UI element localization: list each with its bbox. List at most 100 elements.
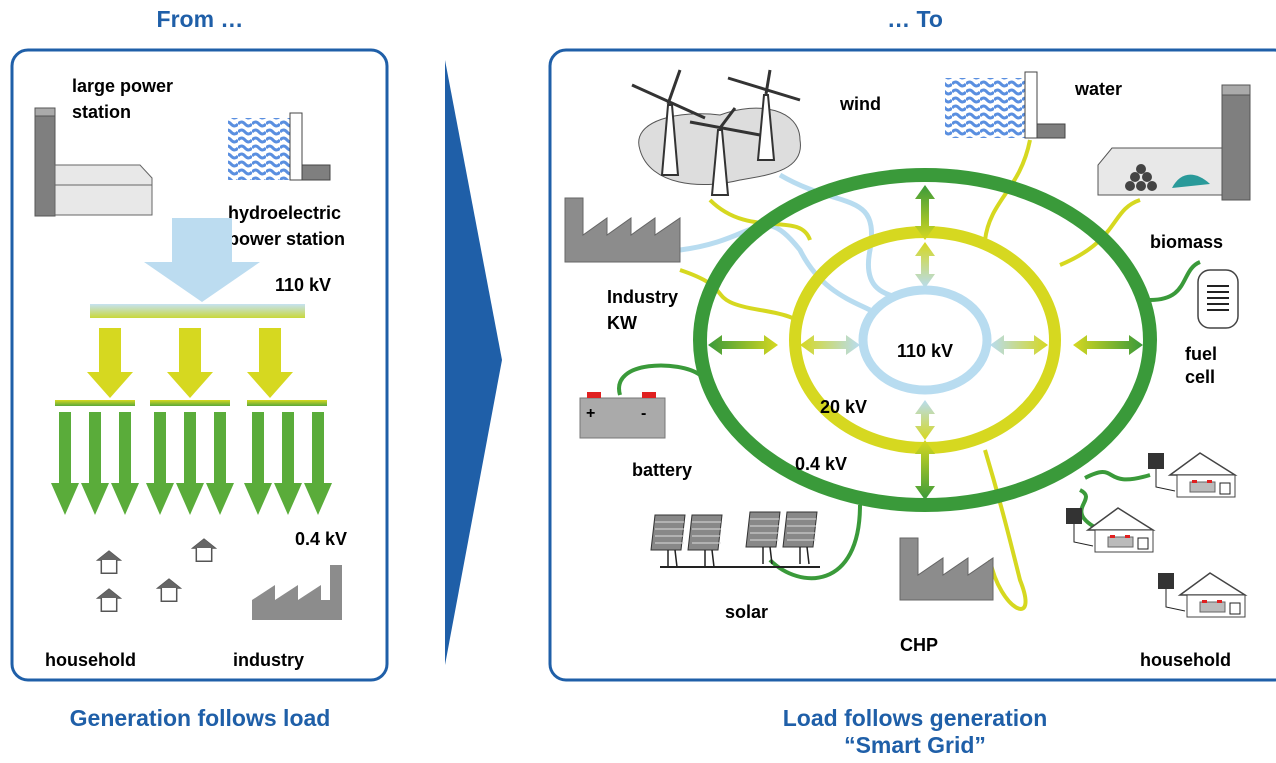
biomass-plant-icon (1097, 84, 1251, 201)
double-arrow (708, 335, 778, 355)
panel (745, 511, 781, 548)
double-arrow (915, 400, 935, 440)
right-title: … To (887, 6, 943, 32)
label: CHP (900, 635, 938, 655)
label: 0.4 kV (795, 454, 847, 474)
arrow (111, 412, 139, 515)
double-arrow (915, 440, 935, 500)
battery (1199, 601, 1226, 613)
rect-shape (34, 107, 56, 117)
pole (667, 549, 678, 568)
path-shape (727, 69, 801, 102)
double-arrow (990, 335, 1048, 355)
exchange-arrows (708, 185, 1143, 500)
path-shape (617, 363, 702, 396)
wind-farm-icon (631, 69, 801, 196)
arrow (87, 328, 133, 398)
pole (799, 546, 810, 565)
meter (1137, 537, 1149, 550)
path-shape (983, 139, 1032, 241)
double-arrow (1073, 335, 1143, 355)
label: solar (725, 602, 768, 622)
path-shape (1149, 260, 1201, 302)
pole (1155, 469, 1176, 492)
path-shape (1207, 285, 1229, 311)
roof (158, 579, 180, 588)
circle-shape (1136, 164, 1146, 174)
terminal (1125, 535, 1130, 538)
rect-shape (34, 107, 56, 217)
rect-shape (1221, 84, 1251, 201)
path-shape (54, 164, 153, 216)
label: industry (233, 650, 304, 670)
arrow (144, 218, 260, 302)
double-arrow (800, 335, 860, 355)
label: hydroelectric (228, 203, 341, 223)
label: water (1074, 79, 1122, 99)
arrow (176, 412, 204, 515)
arrow (167, 328, 213, 398)
left-title: From … (157, 6, 244, 32)
path-shape (1097, 147, 1223, 196)
industry-icon (564, 197, 681, 263)
ring-0-4kv (693, 168, 1157, 512)
g-shape (660, 94, 776, 196)
pole (1073, 524, 1094, 547)
distribution-arrows (51, 328, 332, 515)
pole (704, 549, 715, 568)
rect-shape (1221, 84, 1251, 96)
label: battery (632, 460, 692, 480)
roof (193, 539, 215, 548)
chp-icon (899, 537, 994, 601)
label: cell (1185, 367, 1215, 387)
panel (650, 514, 686, 551)
hydro-icon (228, 112, 331, 181)
busbar (55, 400, 135, 406)
left-caption: Generation follows load (70, 705, 331, 731)
path-shape (660, 104, 680, 176)
rect-shape (301, 164, 331, 181)
panel (1148, 453, 1164, 469)
label: power station (228, 229, 345, 249)
panel (1158, 573, 1174, 589)
rect-shape (587, 392, 601, 398)
label: 110 kV (275, 275, 331, 295)
right-caption: Load follows generation (783, 705, 1048, 731)
label: household (45, 650, 136, 670)
rect-shape (579, 397, 666, 439)
rect-shape (1036, 123, 1066, 139)
arrow (244, 412, 272, 515)
hydro-icon (945, 71, 1066, 139)
rect-shape (642, 392, 656, 398)
rect-shape (945, 78, 1025, 138)
path-shape (1078, 488, 1101, 532)
label: wind (839, 94, 881, 114)
ring-110kv (858, 285, 992, 395)
label: Industry (607, 287, 678, 307)
terminal (1207, 480, 1212, 483)
circle-shape (1125, 181, 1135, 191)
terminal (1202, 600, 1207, 603)
path-shape (1059, 198, 1141, 267)
circle-shape (1130, 172, 1140, 182)
label: station (72, 102, 131, 122)
pole (1165, 589, 1186, 612)
chevron (445, 60, 502, 665)
panel (1066, 508, 1082, 524)
label: 20 kV (820, 397, 867, 417)
label: 110 kV (897, 341, 953, 361)
path-shape (289, 112, 303, 181)
rect-shape (1024, 71, 1038, 139)
houses (95, 538, 218, 612)
busbar (247, 400, 327, 406)
fuel-cell-icon (1197, 269, 1239, 329)
path-shape (1172, 174, 1210, 188)
busbar (150, 400, 230, 406)
label: fuel (1185, 344, 1217, 364)
arrow (146, 412, 174, 515)
g-shape (1125, 164, 1157, 191)
path-shape (631, 69, 706, 120)
solar-icon (650, 511, 820, 568)
